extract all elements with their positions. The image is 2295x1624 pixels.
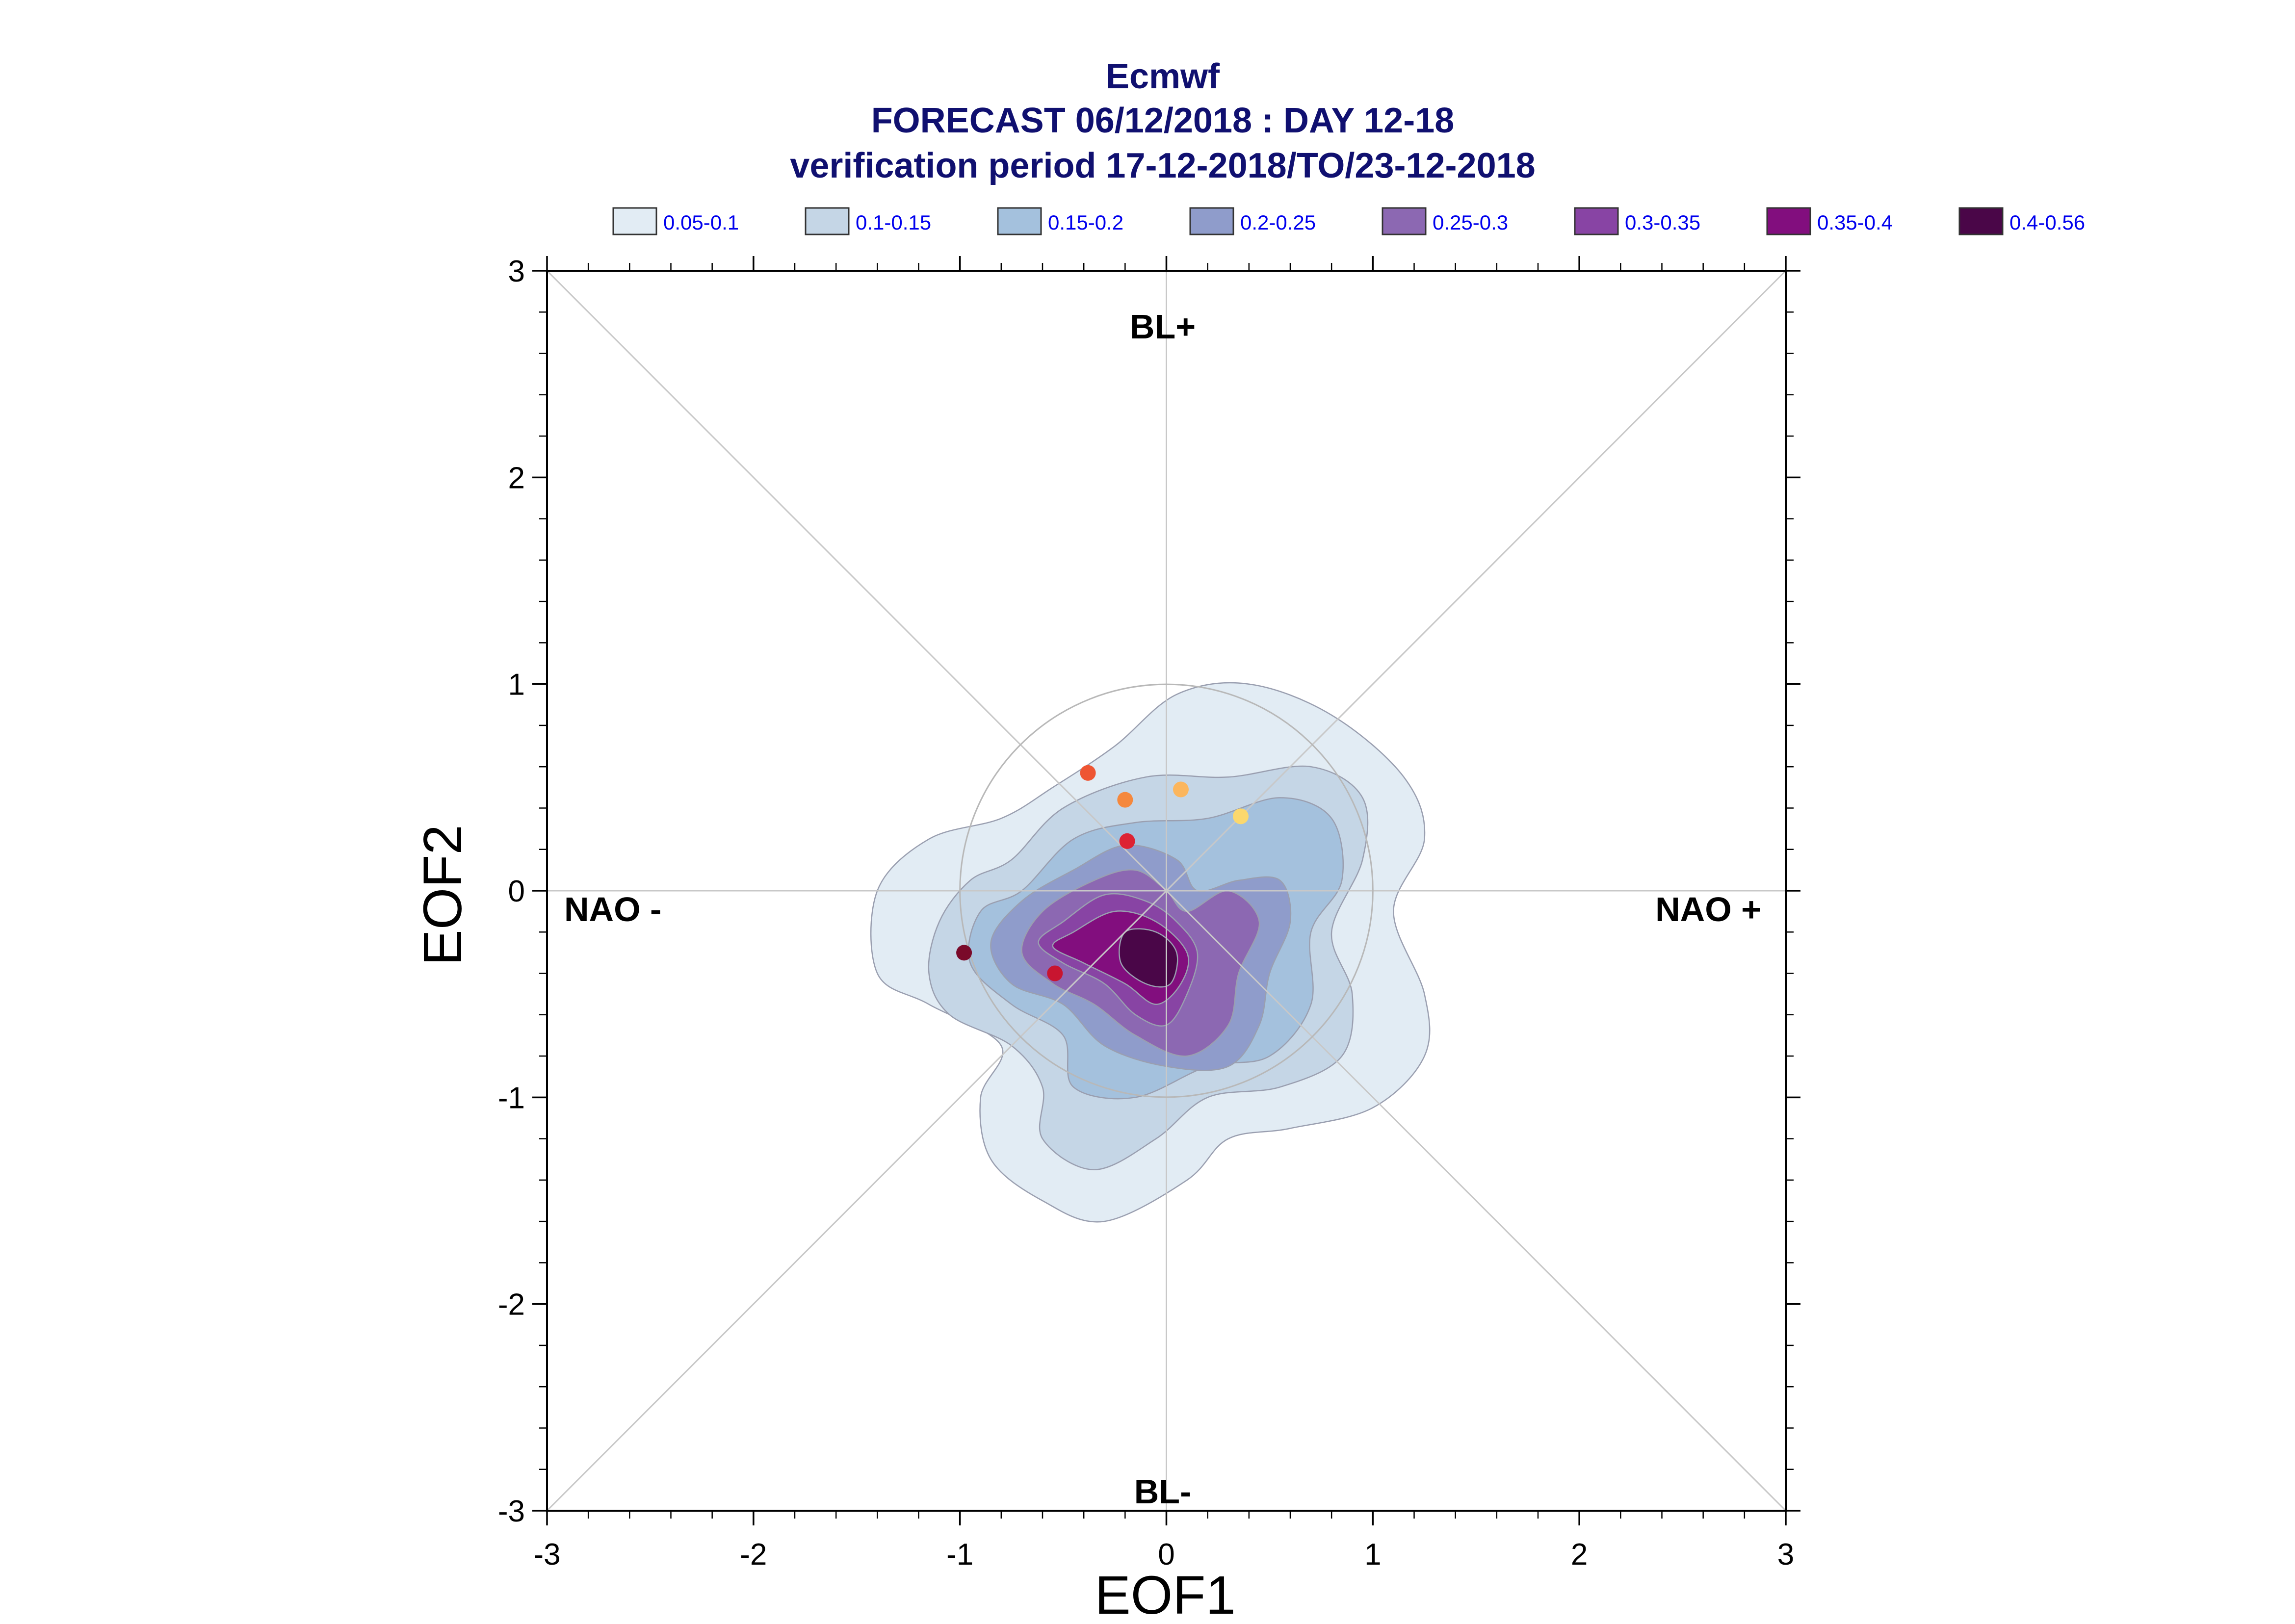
- legend-swatch-8: [1958, 207, 2004, 235]
- regime-label-right: NAO +: [1655, 890, 1761, 928]
- legend: 0.05-0.1 0.1-0.15 0.15-0.2 0.2-0.25 0.25-0.3…: [612, 207, 2085, 235]
- legend-swatch-4: [1189, 207, 1234, 235]
- axis-ticks: -3 -2 -1 0 1 2 3 -3 -2 -1 0 1 2 3: [498, 255, 1800, 1572]
- x-tick-label: 2: [1571, 1538, 1588, 1572]
- y-tick-label: 1: [508, 668, 525, 702]
- member-point-5: [1119, 833, 1135, 849]
- x-axis-title: EOF1: [1095, 1565, 1235, 1624]
- guide-lines: [546, 270, 1787, 1512]
- density-contours: [870, 682, 1431, 1223]
- title-line-1: Ecmwf: [1106, 57, 1220, 96]
- member-point-4: [1233, 808, 1249, 825]
- legend-label-6: 0.3-0.35: [1625, 211, 1700, 234]
- y-tick-label: 3: [508, 255, 525, 288]
- legend-swatch-6: [1574, 207, 1619, 235]
- member-point-7: [1047, 965, 1063, 981]
- regime-labels: BL+ BL- NAO - NAO +: [564, 308, 1761, 1511]
- title-line-2: FORECAST 06/12/2018 : DAY 12-18: [871, 101, 1455, 140]
- x-tick-label: -1: [946, 1538, 973, 1572]
- legend-swatch-1: [612, 207, 657, 235]
- legend-label-8: 0.4-0.56: [2009, 211, 2085, 234]
- member-point-6: [956, 945, 972, 961]
- member-point-3: [1173, 781, 1189, 798]
- ensemble-members: [956, 765, 1249, 981]
- member-point-2: [1117, 792, 1133, 808]
- legend-label-7: 0.35-0.4: [1817, 211, 1893, 234]
- legend-swatch-2: [805, 207, 850, 235]
- x-tick-label: 1: [1364, 1538, 1381, 1572]
- y-tick-label: 2: [508, 461, 525, 495]
- legend-label-2: 0.1-0.15: [856, 211, 931, 234]
- legend-swatch-5: [1382, 207, 1427, 235]
- y-tick-label: -1: [498, 1081, 525, 1115]
- y-tick-label: -2: [498, 1288, 525, 1322]
- x-tick-label: 0: [1158, 1538, 1174, 1572]
- y-tick-label: 0: [508, 875, 525, 908]
- plot-area: -3 -2 -1 0 1 2 3 -3 -2 -1 0 1 2 3 BL+ BL- NAO - NAO +: [498, 255, 1800, 1572]
- x-tick-label: -3: [533, 1538, 560, 1572]
- regime-label-bottom: BL-: [1134, 1472, 1192, 1511]
- density-contour-8: [1119, 928, 1178, 988]
- legend-swatch-3: [997, 207, 1042, 235]
- legend-label-5: 0.25-0.3: [1433, 211, 1508, 234]
- x-tick-label: -2: [740, 1538, 767, 1572]
- legend-swatch-7: [1766, 207, 1811, 235]
- y-tick-label: -3: [498, 1495, 525, 1528]
- regime-label-top: BL+: [1130, 308, 1196, 346]
- member-point-1: [1080, 765, 1096, 781]
- regime-label-left: NAO -: [564, 890, 661, 928]
- legend-label-4: 0.2-0.25: [1240, 211, 1316, 234]
- title-line-3: verification period 17-12-2018/TO/23-12-…: [790, 146, 1535, 185]
- unit-circle: [959, 683, 1374, 1098]
- chart-title: Ecmwf FORECAST 06/12/2018 : DAY 12-18 ve…: [790, 57, 1535, 185]
- legend-label-3: 0.15-0.2: [1048, 211, 1123, 234]
- x-tick-label: 3: [1777, 1538, 1794, 1572]
- y-axis-title: EOF2: [413, 825, 473, 965]
- legend-label-1: 0.05-0.1: [663, 211, 739, 234]
